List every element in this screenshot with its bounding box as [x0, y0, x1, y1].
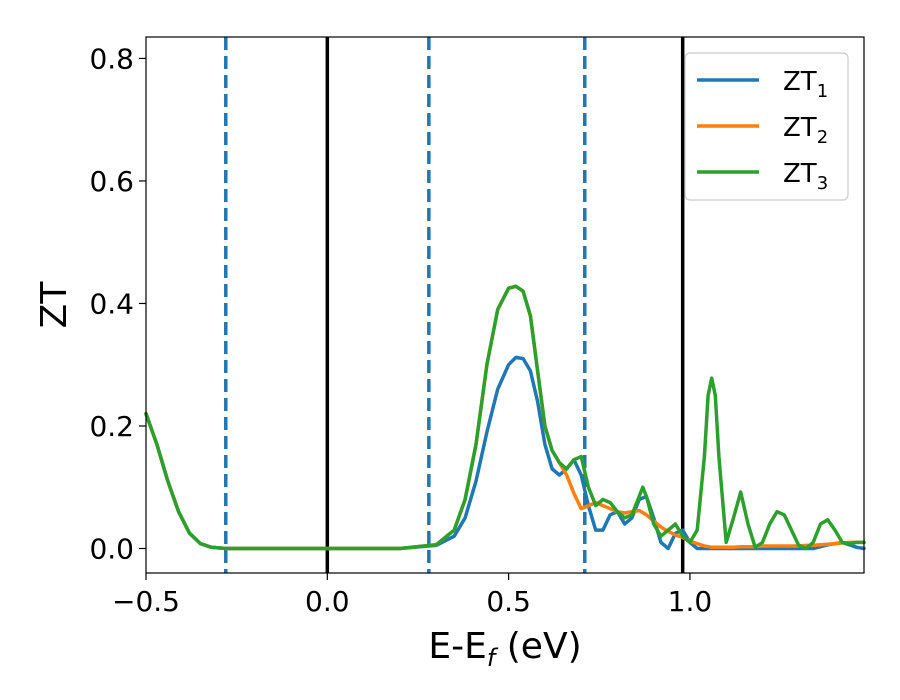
legend-label-1: ZT1 — [783, 67, 828, 102]
y-tick-label: 0.6 — [89, 165, 134, 198]
legend: ZT1 ZT2 ZT3 — [684, 52, 849, 201]
y-tick-label: 0.8 — [89, 42, 134, 75]
x-tick-label: 0.5 — [486, 585, 531, 618]
y-tick-label: 0.0 — [89, 532, 134, 565]
y-axis-label: ZT — [34, 281, 75, 329]
y-tick-label: 0.4 — [89, 287, 134, 320]
series-line-3 — [144, 284, 866, 551]
series-line-1 — [144, 355, 866, 551]
x-tick-label: 1.0 — [668, 585, 713, 618]
x-tick-label: −0.5 — [112, 585, 180, 618]
x-axis-label: E-Ef (eV) — [428, 626, 581, 672]
legend-label-2: ZT2 — [783, 113, 828, 148]
series-lines — [144, 284, 866, 551]
y-axis-ticks: 0.0 0.2 0.4 0.6 0.8 — [89, 42, 146, 565]
x-tick-label: 0.0 — [305, 585, 350, 618]
vertical-reference-lines — [224, 37, 685, 573]
legend-label-3: ZT3 — [783, 159, 828, 194]
legend-box — [684, 52, 849, 201]
y-tick-label: 0.2 — [89, 410, 134, 443]
plot-frame — [145, 36, 865, 574]
x-axis-ticks: −0.5 0.0 0.5 1.0 — [112, 573, 712, 618]
series-line-2 — [144, 284, 866, 551]
